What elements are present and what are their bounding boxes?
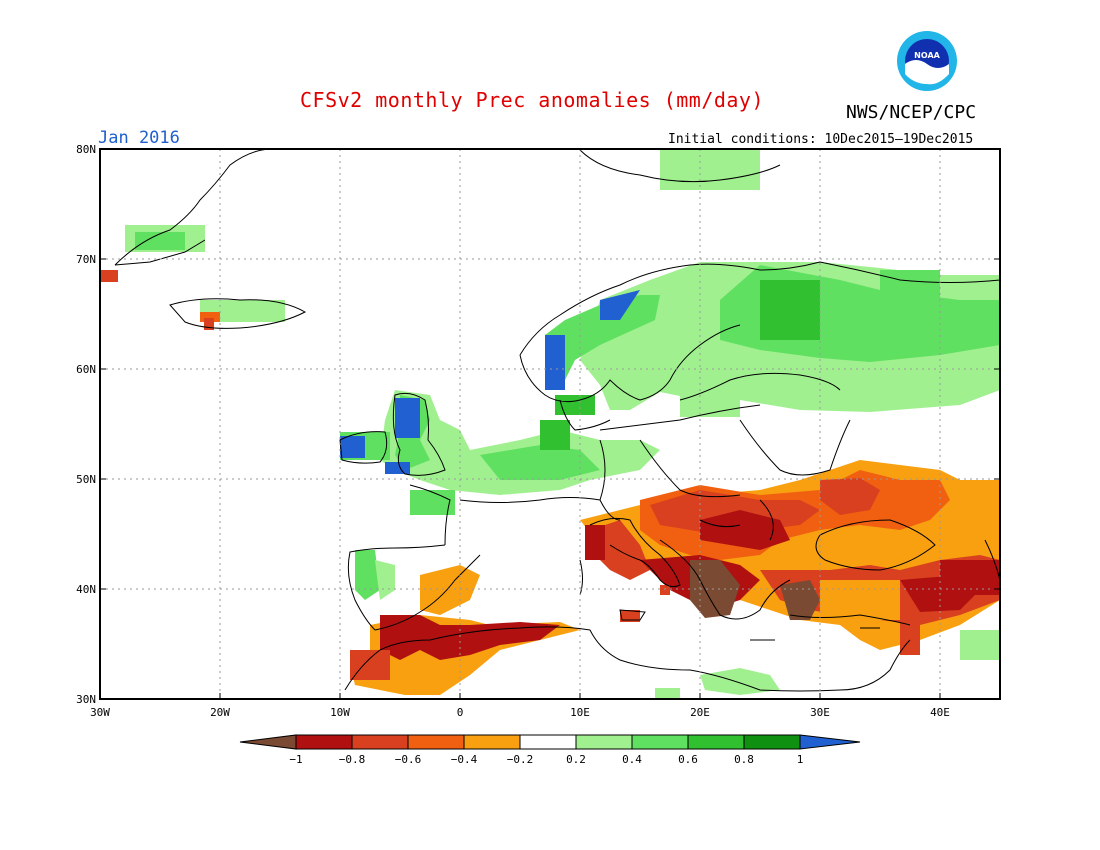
agency-label: NWS/NCEP/CPC <box>846 102 977 123</box>
lon-label: 10E <box>570 706 590 719</box>
colorbar-label: −0.6 <box>395 753 422 766</box>
lon-label: 0 <box>457 706 464 719</box>
colorbar-bin <box>575 734 633 750</box>
colorbar-label: −0.2 <box>507 753 534 766</box>
logo-text: NOAA <box>914 51 940 60</box>
colorbar-arrow-low <box>239 734 297 750</box>
colorbar-label: −1 <box>289 753 302 766</box>
colorbar-label: 1 <box>797 753 804 766</box>
coastlines <box>114 148 1001 692</box>
colorbar-bin <box>463 734 521 750</box>
colorbar-label: −0.8 <box>339 753 366 766</box>
noaa-logo: NOAA <box>897 31 957 91</box>
colorbar-label: 0.6 <box>678 753 698 766</box>
colorbar <box>239 734 861 750</box>
lon-label: 40E <box>930 706 950 719</box>
colorbar-bin <box>743 734 801 750</box>
colorbar-bin <box>351 734 409 750</box>
lat-label: 40N <box>76 583 96 596</box>
colorbar-label: 0.4 <box>622 753 642 766</box>
forecast-month: Jan 2016 <box>98 128 180 148</box>
anomaly-fills <box>100 150 1000 699</box>
colorbar-label: −0.4 <box>451 753 478 766</box>
colorbar-label: 0.8 <box>734 753 754 766</box>
lon-label: 20E <box>690 706 710 719</box>
lon-label: 30E <box>810 706 830 719</box>
lon-label: 20W <box>210 706 230 719</box>
map-title: CFSv2 monthly Prec anomalies (mm/day) <box>300 88 765 112</box>
lat-label: 80N <box>76 143 96 156</box>
colorbar-bin <box>519 734 577 750</box>
colorbar-bin <box>295 734 353 750</box>
colorbar-arrow-high <box>799 734 861 750</box>
colorbar-bin <box>407 734 465 750</box>
lon-label: 30W <box>90 706 110 719</box>
colorbar-bin <box>687 734 745 750</box>
initial-conditions: Initial conditions: 10Dec2015–19Dec2015 <box>668 132 974 147</box>
colorbar-bin <box>631 734 689 750</box>
map-frame <box>99 148 1001 700</box>
colorbar-label: 0.2 <box>566 753 586 766</box>
lat-label: 30N <box>76 693 96 706</box>
lon-label: 10W <box>330 706 350 719</box>
lat-label: 70N <box>76 253 96 266</box>
lat-label: 50N <box>76 473 96 486</box>
graticule <box>100 149 1000 699</box>
lat-label: 60N <box>76 363 96 376</box>
